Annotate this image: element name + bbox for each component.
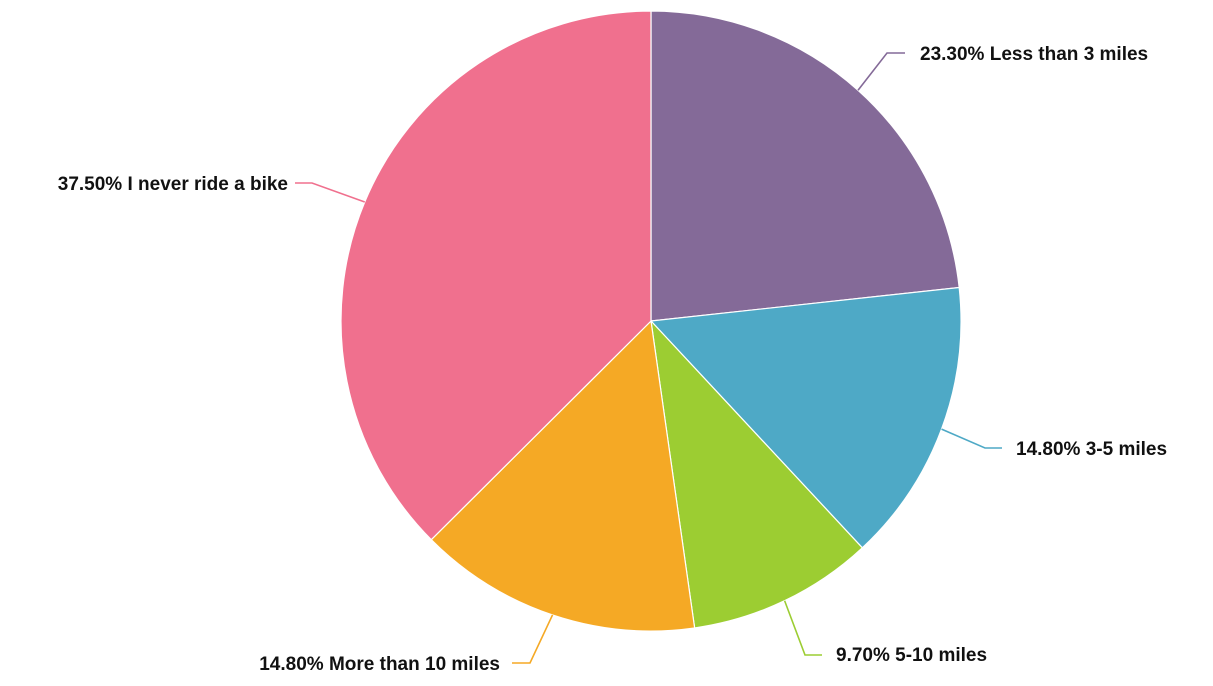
slice-label-5-10-miles: 9.70% 5-10 miles	[836, 645, 987, 666]
leader-line-5-10-miles	[783, 600, 822, 656]
slice-label-i-never-ride-a-bike: 37.50% I never ride a bike	[58, 174, 288, 195]
leader-lines-layer	[295, 52, 1002, 664]
leader-line-more-than-10-miles	[512, 614, 554, 664]
slice-label-more-than-10-miles: 14.80% More than 10 miles	[259, 654, 500, 675]
pie-slice-5-10-miles	[650, 319, 864, 629]
slices-layer	[340, 10, 962, 632]
leader-line-i-never-ride-a-bike	[295, 182, 366, 203]
leader-line-less-than-3-miles	[857, 52, 905, 91]
leader-line-3-5-miles	[941, 428, 1002, 449]
slice-label-less-than-3-miles: 23.30% Less than 3 miles	[920, 44, 1148, 65]
pie-slice-less-than-3-miles	[650, 10, 960, 322]
slice-label-3-5-miles: 14.80% 3-5 miles	[1016, 439, 1167, 460]
labels-layer: 23.30% Less than 3 miles 14.80% 3-5 miles…	[58, 44, 1167, 675]
